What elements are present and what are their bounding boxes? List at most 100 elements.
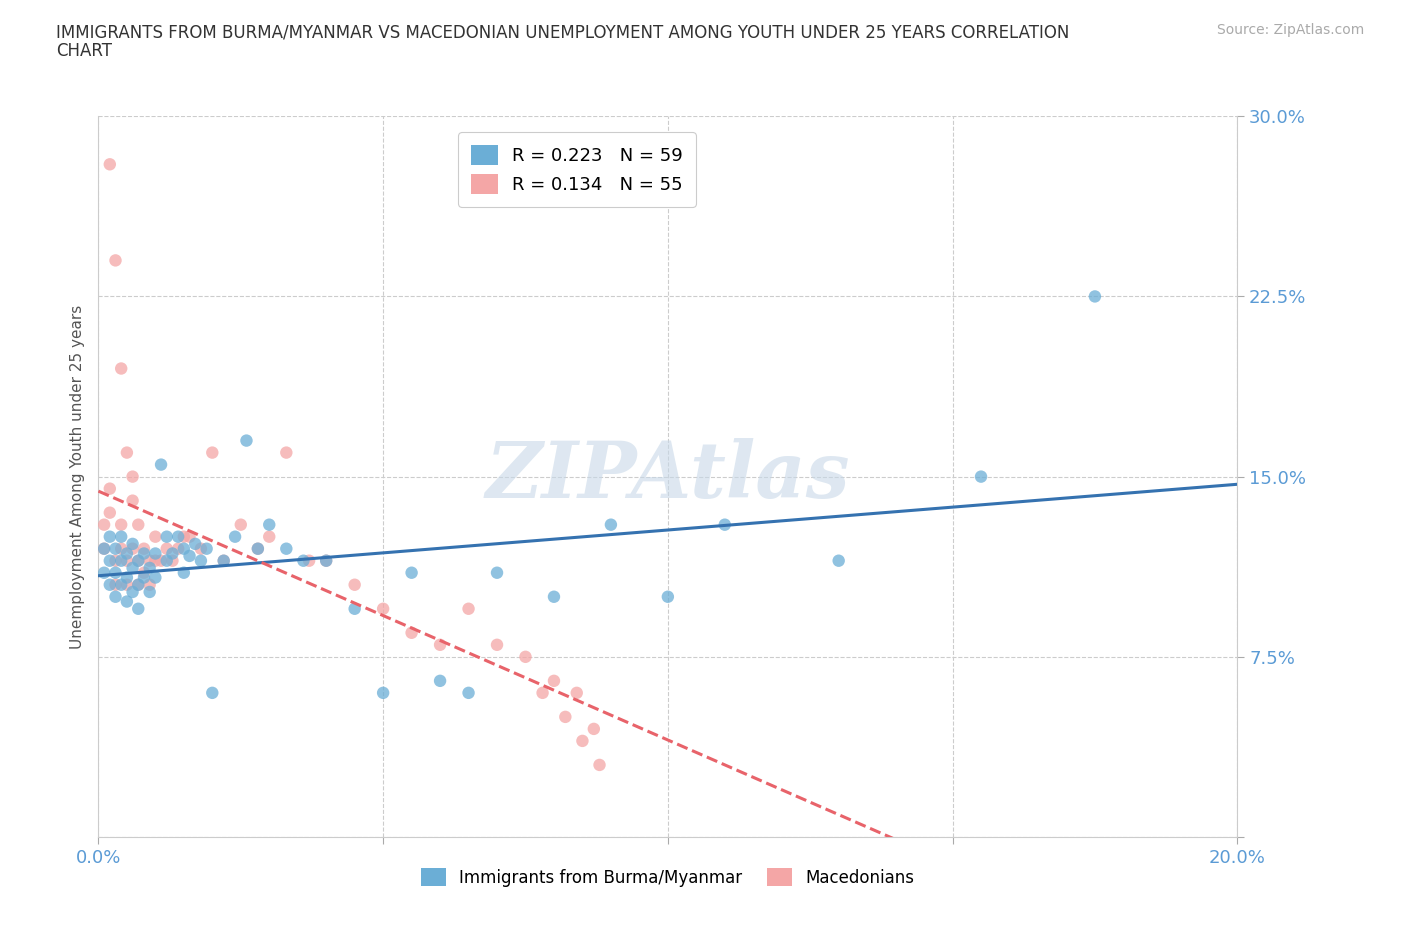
Point	[115, 553, 138, 568]
Text: CHART: CHART	[56, 42, 112, 60]
Point	[98, 553, 121, 568]
Point	[104, 565, 127, 580]
Legend: Immigrants from Burma/Myanmar, Macedonians: Immigrants from Burma/Myanmar, Macedonia…	[415, 861, 921, 894]
Point	[531, 685, 554, 700]
Point	[110, 578, 132, 592]
Point	[582, 722, 605, 737]
Point	[121, 493, 143, 508]
Point	[93, 565, 115, 580]
Point	[429, 637, 451, 652]
Point	[121, 469, 143, 484]
Point	[132, 565, 155, 580]
Point	[110, 529, 132, 544]
Point	[115, 578, 138, 592]
Point	[121, 585, 143, 600]
Point	[127, 602, 149, 617]
Point	[343, 578, 366, 592]
Point	[115, 594, 138, 609]
Point	[132, 546, 155, 561]
Point	[401, 565, 423, 580]
Point	[714, 517, 737, 532]
Point	[150, 553, 173, 568]
Point	[401, 625, 423, 640]
Point	[657, 590, 679, 604]
Point	[132, 541, 155, 556]
Point	[201, 445, 224, 460]
Point	[565, 685, 588, 700]
Point	[110, 553, 132, 568]
Point	[104, 590, 127, 604]
Point	[212, 553, 235, 568]
Point	[315, 553, 337, 568]
Point	[195, 541, 218, 556]
Point	[246, 541, 269, 556]
Point	[162, 546, 184, 561]
Point	[104, 553, 127, 568]
Point	[235, 433, 257, 448]
Point	[121, 537, 143, 551]
Point	[104, 253, 127, 268]
Point	[1084, 289, 1107, 304]
Point	[259, 517, 281, 532]
Point	[600, 517, 623, 532]
Point	[429, 673, 451, 688]
Point	[298, 553, 321, 568]
Point	[127, 553, 149, 568]
Point	[828, 553, 851, 568]
Text: ZIPAtlas: ZIPAtlas	[485, 438, 851, 515]
Point	[184, 537, 207, 551]
Point	[150, 458, 173, 472]
Point	[571, 734, 593, 749]
Point	[179, 529, 201, 544]
Point	[93, 541, 115, 556]
Point	[554, 710, 576, 724]
Point	[121, 541, 143, 556]
Point	[138, 561, 160, 576]
Point	[457, 685, 479, 700]
Point	[145, 546, 167, 561]
Point	[132, 570, 155, 585]
Point	[156, 529, 179, 544]
Point	[138, 578, 160, 592]
Point	[138, 553, 160, 568]
Point	[167, 541, 190, 556]
Point	[246, 541, 269, 556]
Point	[190, 553, 212, 568]
Point	[93, 517, 115, 532]
Point	[156, 541, 179, 556]
Point	[127, 578, 149, 592]
Text: Source: ZipAtlas.com: Source: ZipAtlas.com	[1216, 23, 1364, 37]
Point	[145, 529, 167, 544]
Point	[373, 602, 395, 617]
Point	[98, 157, 121, 172]
Point	[98, 529, 121, 544]
Point	[110, 517, 132, 532]
Point	[145, 553, 167, 568]
Point	[212, 553, 235, 568]
Point	[115, 546, 138, 561]
Point	[276, 541, 298, 556]
Point	[292, 553, 315, 568]
Point	[93, 541, 115, 556]
Point	[515, 649, 537, 664]
Text: IMMIGRANTS FROM BURMA/MYANMAR VS MACEDONIAN UNEMPLOYMENT AMONG YOUTH UNDER 25 YE: IMMIGRANTS FROM BURMA/MYANMAR VS MACEDON…	[56, 23, 1070, 41]
Point	[486, 565, 509, 580]
Point	[588, 757, 610, 772]
Point	[162, 553, 184, 568]
Point	[104, 541, 127, 556]
Point	[173, 529, 195, 544]
Point	[127, 553, 149, 568]
Point	[315, 553, 337, 568]
Point	[138, 585, 160, 600]
Point	[98, 505, 121, 520]
Point	[224, 529, 246, 544]
Point	[127, 578, 149, 592]
Point	[259, 529, 281, 544]
Point	[373, 685, 395, 700]
Point	[110, 361, 132, 376]
Point	[104, 578, 127, 592]
Point	[201, 685, 224, 700]
Point	[229, 517, 252, 532]
Point	[167, 529, 190, 544]
Point	[543, 590, 565, 604]
